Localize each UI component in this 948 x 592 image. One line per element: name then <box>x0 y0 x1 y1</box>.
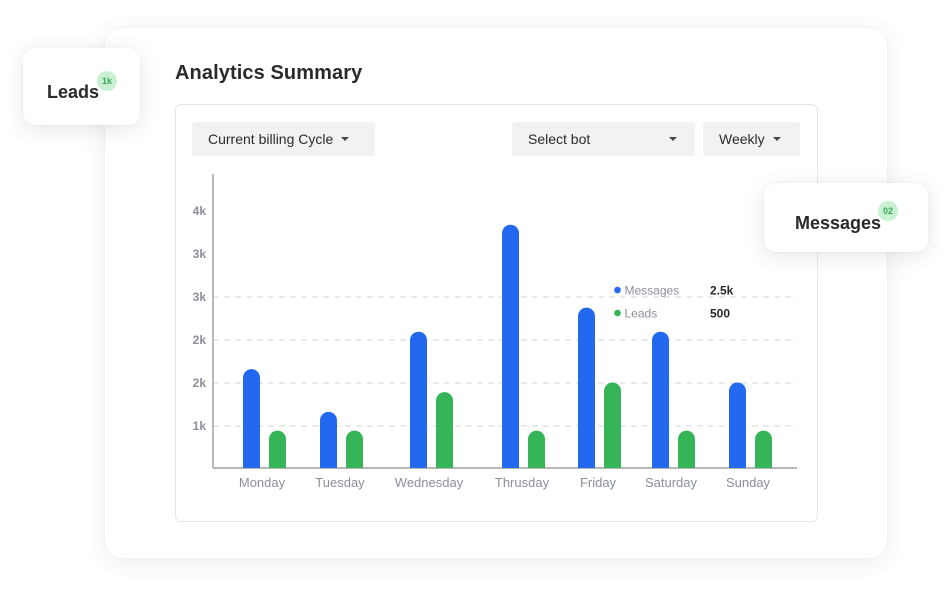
bot-select-dropdown[interactable]: Select bot <box>512 122 695 156</box>
billing-cycle-label: Current billing Cycle <box>208 131 334 147</box>
x-tick-label: Tuesday <box>315 475 365 490</box>
leads-bar <box>528 430 545 468</box>
leads-card: Leads 1k <box>23 48 140 125</box>
messages-bar <box>729 382 746 468</box>
bot-select-label: Select bot <box>528 131 591 147</box>
x-tick-label: Sunday <box>726 475 771 490</box>
messages-bar <box>652 331 669 468</box>
period-label: Weekly <box>719 131 765 147</box>
messages-bar <box>410 331 427 468</box>
tooltip-label: Messages <box>625 284 680 298</box>
messages-bar <box>320 411 337 468</box>
billing-cycle-dropdown[interactable]: Current billing Cycle <box>192 122 375 156</box>
messages-bar <box>243 369 260 468</box>
leads-bar <box>678 430 695 468</box>
tooltip-value: 2.5k <box>710 284 734 298</box>
leads-bar <box>269 430 286 468</box>
x-tick-label: Friday <box>580 475 617 490</box>
leads-dot-icon <box>614 309 621 317</box>
messages-bar <box>502 224 519 468</box>
leads-count-badge: 1k <box>97 71 117 91</box>
y-tick-label: 1k <box>193 419 207 433</box>
messages-dot-icon <box>614 286 621 294</box>
leads-card-label: Leads <box>47 82 100 102</box>
messages-card-label: Messages <box>795 213 882 233</box>
tooltip-value: 500 <box>710 307 730 321</box>
x-tick-label: Thrusday <box>495 475 550 490</box>
y-tick-label: 3k <box>193 247 207 261</box>
leads-bar <box>436 392 453 468</box>
messages-card: Messages 02 <box>764 183 928 252</box>
chevron-down-icon <box>669 137 677 141</box>
leads-bar <box>755 430 772 468</box>
leads-bar <box>604 382 621 468</box>
messages-bar <box>578 307 595 468</box>
leads-bar <box>346 430 363 468</box>
y-tick-label: 2k <box>193 376 207 390</box>
messages-count-badge: 02 <box>878 201 898 221</box>
x-tick-label: Saturday <box>645 475 698 490</box>
y-tick-label: 2k <box>193 333 207 347</box>
y-tick-label: 4k <box>193 204 207 218</box>
period-dropdown[interactable]: Weekly <box>703 122 800 156</box>
x-tick-label: Wednesday <box>395 475 464 490</box>
page-title: Analytics Summary <box>175 62 363 84</box>
x-tick-label: Monday <box>239 475 286 490</box>
tooltip-label: Leads <box>625 307 658 321</box>
y-tick-label: 3k <box>193 290 207 304</box>
chevron-down-icon <box>341 137 350 141</box>
chevron-down-icon <box>772 137 781 141</box>
